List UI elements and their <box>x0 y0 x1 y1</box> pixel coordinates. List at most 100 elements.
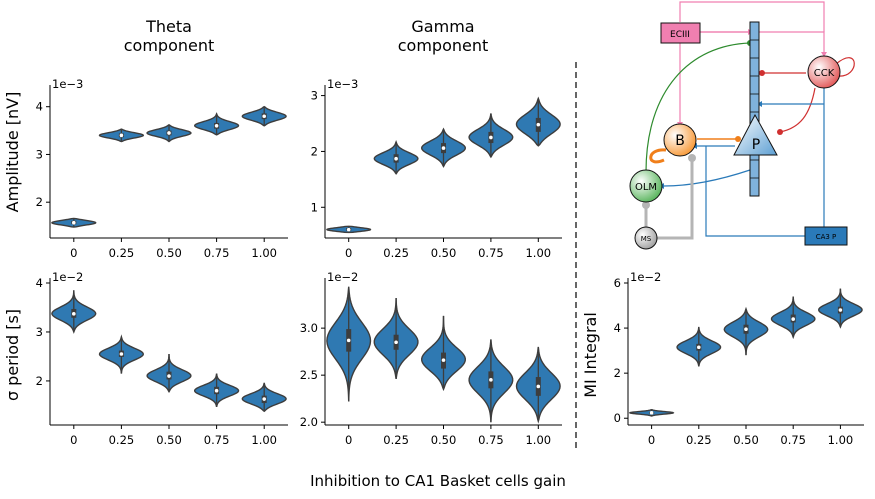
x-tick-label: 0.75 <box>780 433 806 447</box>
x-tick-label: 1.00 <box>525 246 551 260</box>
pyramidal-dendrite <box>749 21 760 197</box>
violin-median-dot <box>489 378 493 382</box>
x-tick-label: 1.00 <box>828 433 854 447</box>
y-tick-label: 4 <box>36 276 43 290</box>
dendrite-segments <box>750 39 759 179</box>
y-tick-label: 3.0 <box>300 321 318 335</box>
x-tick-label: 1.00 <box>525 433 551 447</box>
y-offset-label: 1e−3 <box>327 77 358 91</box>
ec-to-cck-edge <box>700 31 825 52</box>
y-tick-label: 4 <box>614 321 621 335</box>
cck-synapse-soma <box>777 129 783 135</box>
violin-median-dot <box>262 397 267 401</box>
violin-median-dot <box>791 317 795 321</box>
violin-median-dot <box>72 312 76 316</box>
shared-xlabel: Inhibition to CA1 Basket cells gain <box>310 472 566 490</box>
pyramidal-node <box>733 113 778 156</box>
y-axis-label: σ period [s] <box>3 309 22 401</box>
basket-node <box>663 123 697 157</box>
x-tick-label: 0.50 <box>431 433 457 447</box>
y-tick-label: 2 <box>36 374 43 388</box>
cck-to-pyramidal-soma-edge <box>779 87 816 133</box>
x-tick-label: 0.75 <box>478 246 504 260</box>
ca3-input-lines <box>705 88 825 237</box>
y-tick-label: 4 <box>36 100 43 114</box>
ca3-node <box>804 226 848 246</box>
violin-median-dot <box>167 374 171 378</box>
ms-synapse-b <box>688 154 696 162</box>
violin-median-dot <box>214 388 219 393</box>
olm-label: OLM <box>635 182 657 193</box>
x-tick-label: 0 <box>648 433 655 447</box>
x-tick-label: 0.75 <box>204 246 230 260</box>
ec-label: ECIII <box>670 30 690 40</box>
y-tick-label: 0 <box>614 411 621 425</box>
basket-synapse <box>735 136 741 142</box>
ms-to-basket-edge <box>656 158 694 240</box>
y-offset-label: 1e−2 <box>630 270 661 284</box>
x-tick-label: 1.00 <box>251 246 277 260</box>
violin-median-dot <box>838 308 843 312</box>
x-tick-label: 0.25 <box>109 246 135 260</box>
violin-median-dot <box>441 146 446 150</box>
x-tick-label: 0 <box>70 433 77 447</box>
x-tick-label: 0.50 <box>733 433 759 447</box>
violin-median-dot <box>697 345 701 350</box>
x-tick-label: 1.00 <box>251 433 277 447</box>
basket-label: B <box>675 133 685 149</box>
y-tick-label: 2 <box>614 366 621 380</box>
violin-median-dot <box>119 133 124 138</box>
violin-median-dot <box>72 220 76 225</box>
x-tick-label: 0.50 <box>431 246 457 260</box>
x-tick-label: 0 <box>70 246 77 260</box>
ms-synapse-olm <box>642 201 650 209</box>
violin-median-dot <box>536 384 541 389</box>
olm-node <box>629 169 663 203</box>
x-tick-label: 0.50 <box>156 433 182 447</box>
cck-node <box>807 55 841 89</box>
gamma-amplitude-panel: 1 2 3 1e−3 0 0.25 0.50 0.75 1.00 <box>311 77 562 260</box>
y-tick-label: 2 <box>36 195 43 209</box>
y-offset-label: 1e−2 <box>327 270 358 284</box>
x-tick-label: 0.25 <box>109 433 135 447</box>
violin-median-dot <box>649 411 654 415</box>
gamma-sigma-panel: 2.0 2.5 3.0 1e−2 0 0.25 0.50 0.75 1.00 <box>300 270 562 447</box>
violin-median-dot <box>394 156 398 161</box>
x-tick-label: 0 <box>345 433 352 447</box>
cck-self-loop <box>835 57 855 77</box>
cck-label: CCK <box>814 68 835 79</box>
gamma-title-line2: component <box>398 36 489 55</box>
y-tick-label: 3 <box>36 147 43 161</box>
ec-arrowhead-cck <box>821 52 827 57</box>
pyramidal-label: P <box>752 137 760 153</box>
violin-median-dot <box>394 340 398 345</box>
y-offset-label: 1e−2 <box>52 270 83 284</box>
violin-median-dot <box>744 327 748 332</box>
y-tick-label: 6 <box>614 276 621 290</box>
basket-self-loop <box>649 148 667 164</box>
violin-median-dot <box>119 352 124 356</box>
ca3-label: CA3 P <box>816 233 837 241</box>
y-axis-label: MI Integral <box>581 312 600 398</box>
circuit-diagram: P ECIII CCK B OLM MS CA3 P <box>629 1 855 250</box>
violin-median-dot <box>441 358 446 362</box>
x-tick-label: 0 <box>345 246 352 260</box>
y-offset-label: 1e−3 <box>52 77 83 91</box>
x-tick-label: 0.25 <box>686 433 712 447</box>
gamma-title-line1: Gamma <box>411 17 474 36</box>
cck-synapse-p <box>759 70 765 76</box>
x-tick-label: 0.25 <box>383 246 409 260</box>
violin-median-dot <box>536 122 541 127</box>
violin-median-dot <box>489 135 493 140</box>
theta-title-line2: component <box>124 36 215 55</box>
theta-sigma-panel: 2 3 4 1e−2 0 0.25 0.50 0.75 1.00 σ period [s] <box>3 270 288 447</box>
x-tick-label: 0.75 <box>478 433 504 447</box>
y-tick-label: 2.0 <box>300 415 318 429</box>
x-tick-label: 0.75 <box>204 433 230 447</box>
mi-integral-panel: 0 2 4 6 1e−2 0 0.25 0.50 0.75 1.00 MI Integral <box>581 270 864 447</box>
y-tick-label: 1 <box>311 200 318 214</box>
x-tick-label: 0.50 <box>156 246 182 260</box>
violin-median-dot <box>346 338 351 343</box>
y-tick-label: 2.5 <box>300 368 318 382</box>
